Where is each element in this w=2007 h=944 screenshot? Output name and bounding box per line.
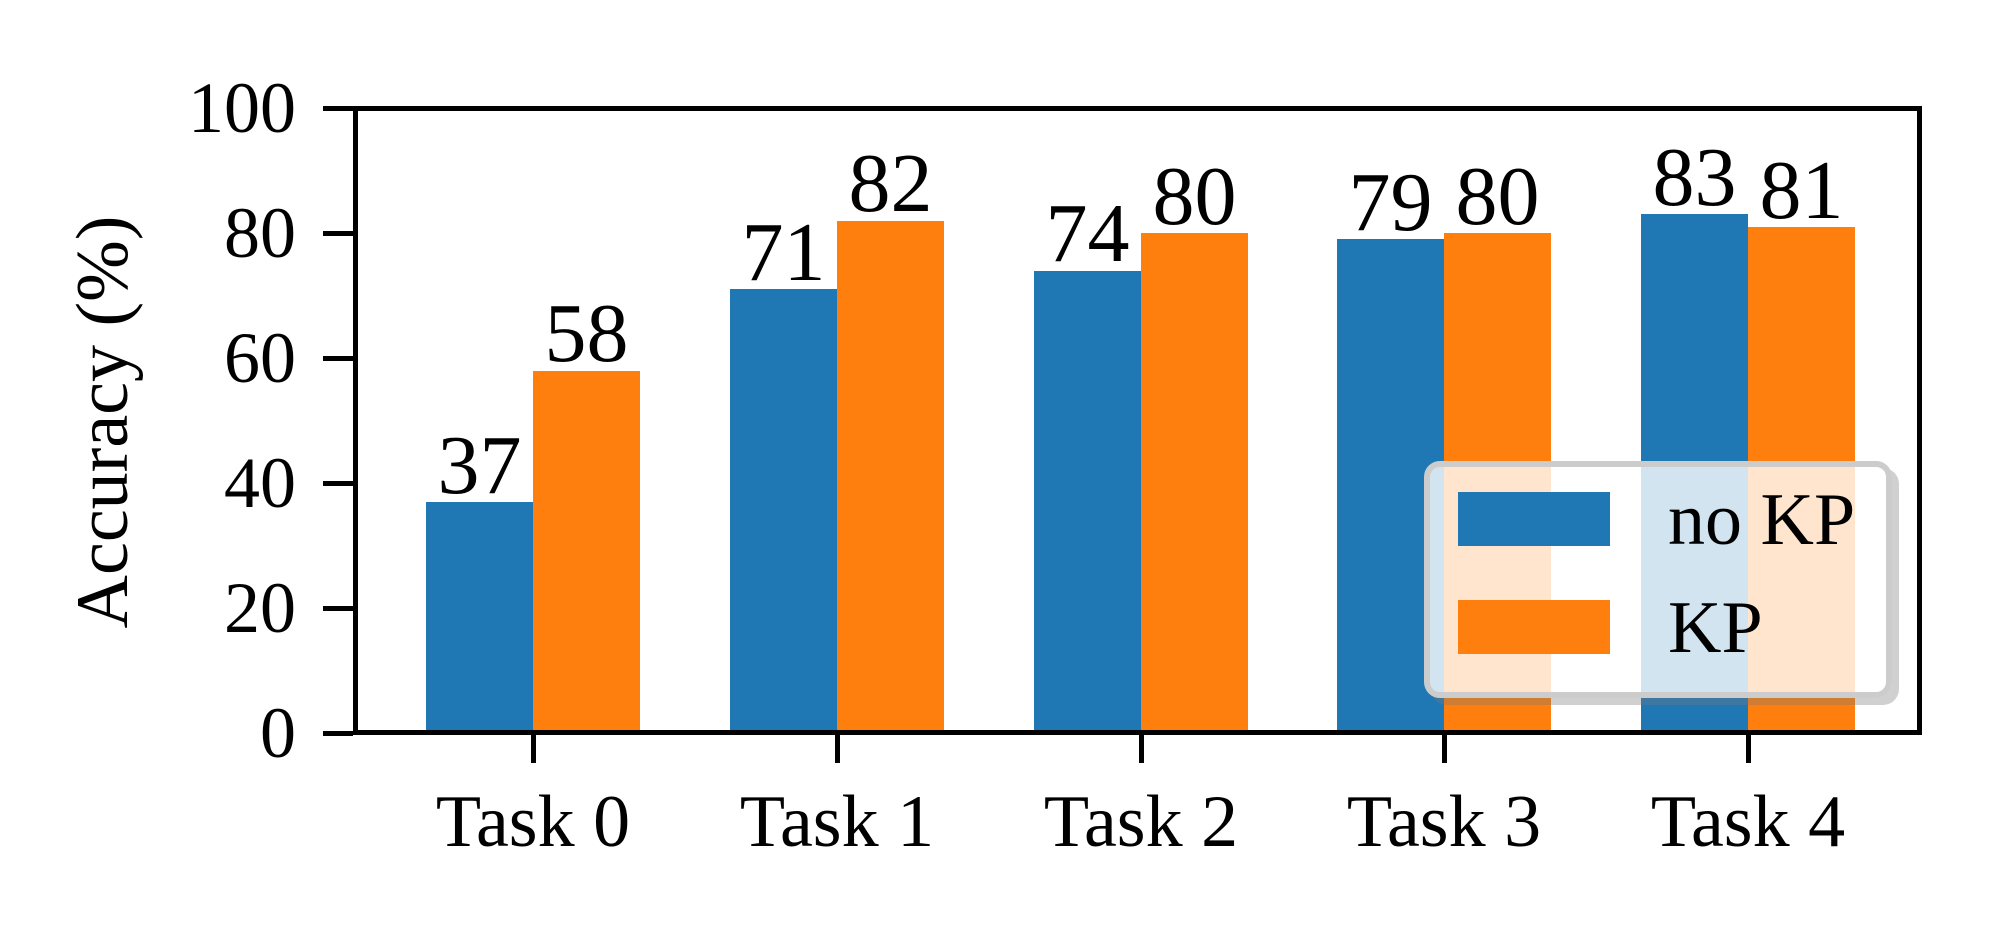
legend-label-no-kp: no KP <box>1668 479 1856 561</box>
legend: no KP KP <box>1424 461 1892 698</box>
bar-value-label: 81 <box>1759 143 1844 237</box>
x-tick-label: Task 1 <box>739 781 935 863</box>
y-tick-label: 80 <box>224 193 296 273</box>
y-tick <box>323 355 353 361</box>
y-tick <box>323 730 353 736</box>
y-tick-label: 20 <box>224 568 296 648</box>
x-tick-label: Task 4 <box>1650 781 1846 863</box>
y-tick-label: 40 <box>224 443 296 523</box>
bar-value-label: 80 <box>1455 149 1540 243</box>
bar-kp-task-1 <box>837 220 944 733</box>
y-tick <box>323 605 353 611</box>
bar-no-kp-task-0 <box>426 501 533 733</box>
bar-kp-task-2 <box>1141 233 1248 733</box>
x-tick <box>834 735 840 763</box>
x-tick-label: Task 0 <box>435 781 631 863</box>
bar-no-kp-task-1 <box>730 289 837 733</box>
y-tick-label: 0 <box>260 693 296 773</box>
bar-value-label: 71 <box>741 206 826 300</box>
y-axis-title: Accuracy (%) <box>62 215 144 629</box>
bar-value-label: 79 <box>1348 156 1433 250</box>
legend-swatch-kp <box>1458 600 1610 654</box>
y-tick <box>323 105 353 111</box>
bar-value-label: 58 <box>544 287 629 381</box>
bar-value-label: 80 <box>1152 149 1237 243</box>
x-tick-label: Task 3 <box>1346 781 1542 863</box>
bar-kp-task-0 <box>533 370 640 733</box>
x-tick <box>1441 735 1447 763</box>
x-tick <box>530 735 536 763</box>
legend-swatch-no-kp <box>1458 492 1610 546</box>
legend-label-kp: KP <box>1668 587 1763 669</box>
y-tick <box>323 230 353 236</box>
bar-no-kp-task-2 <box>1034 270 1141 733</box>
y-tick-label: 60 <box>224 318 296 398</box>
bar-value-label: 74 <box>1045 187 1130 281</box>
bar-value-label: 37 <box>437 418 522 512</box>
x-tick <box>1745 735 1751 763</box>
x-tick <box>1138 735 1144 763</box>
bar-value-label: 82 <box>848 137 933 231</box>
y-tick <box>323 480 353 486</box>
x-tick-label: Task 2 <box>1043 781 1239 863</box>
bar-value-label: 83 <box>1652 131 1737 225</box>
y-tick-label: 100 <box>188 68 296 148</box>
